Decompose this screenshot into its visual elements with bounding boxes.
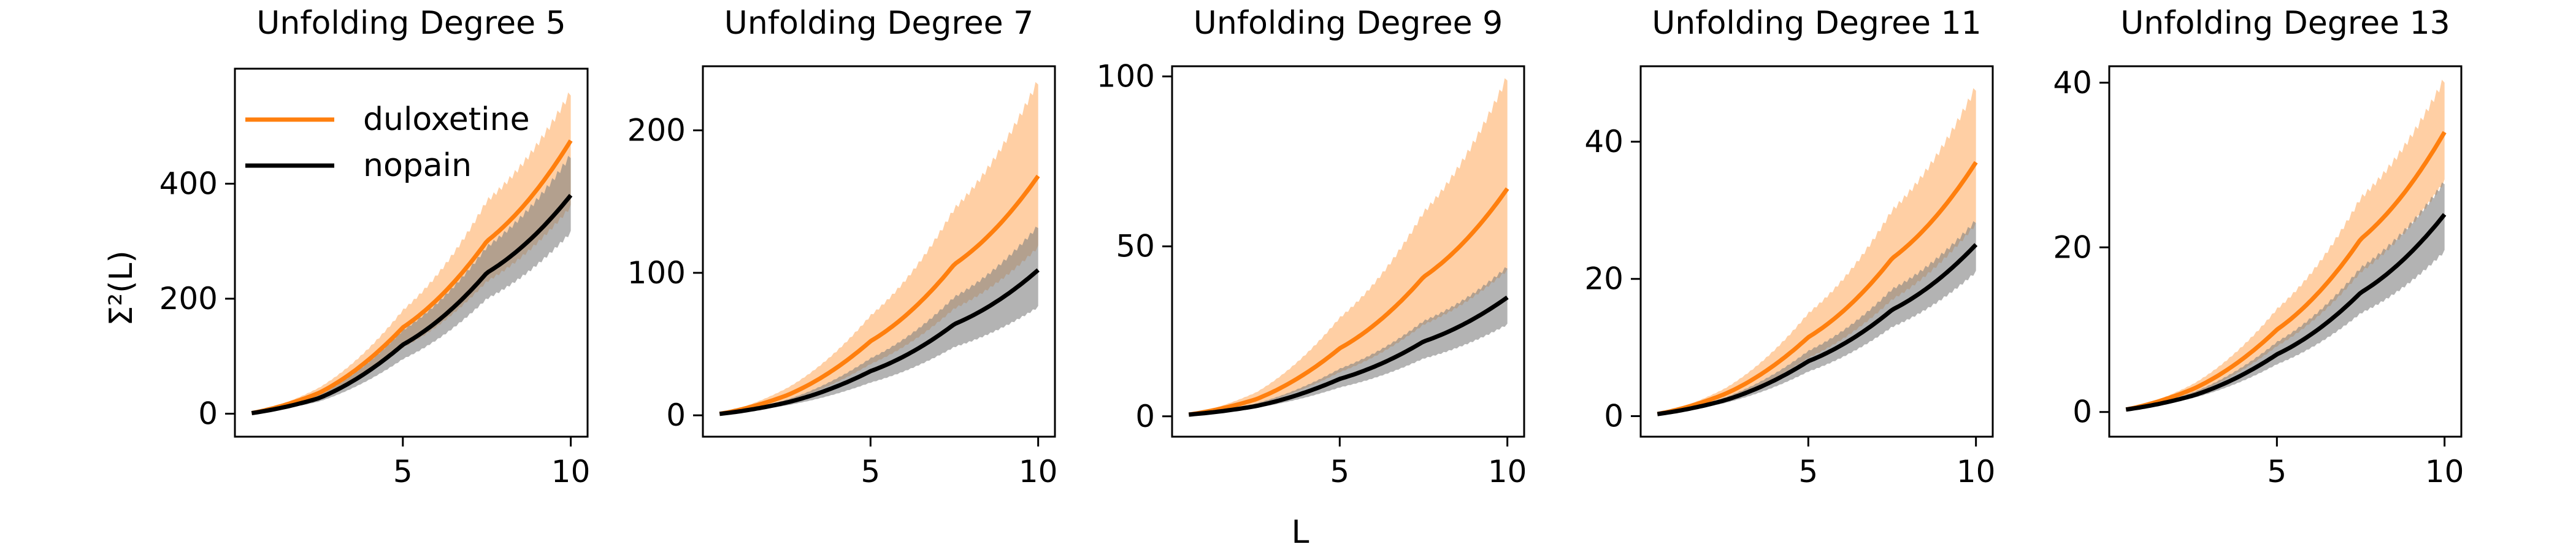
y-tick-label: 40 [1584, 124, 1623, 159]
panel-1: 5 10 0 200 400 Unfolding Degree 5 [159, 5, 591, 489]
panel-title: Unfolding Degree 9 [1194, 5, 1503, 42]
x-tick-label: 10 [1488, 454, 1527, 489]
duloxetine-line-panel-2 [719, 174, 1040, 416]
y-tick-label: 0 [2072, 394, 2092, 430]
axes-frame-panel-1 [234, 67, 589, 438]
nopain-line-panel-1 [251, 194, 573, 416]
y-tick-label: 100 [627, 255, 686, 291]
x-tick-label: 10 [551, 454, 591, 489]
x-axis-label: L [1292, 514, 1309, 551]
y-axis-label: Σ²(L) [103, 250, 140, 326]
panel-title: Unfolding Degree 5 [256, 5, 565, 42]
nopain-line-panel-2 [719, 268, 1040, 416]
y-tick-label: 20 [1584, 261, 1623, 297]
x-tick-label: 5 [1330, 454, 1349, 489]
legend-duloxetine-label: duloxetine [363, 101, 530, 138]
y-tick-label: 40 [2053, 65, 2092, 101]
axes-frame-panel-2 [702, 65, 1056, 438]
x-tick-label: 10 [2425, 454, 2464, 489]
duloxetine-line-panel-4 [1657, 161, 1978, 416]
axes-frame-panel-3 [1171, 65, 1525, 438]
y-tick-label: 400 [159, 166, 218, 202]
panel-title: Unfolding Degree 7 [724, 5, 1033, 42]
nopain-line-panel-5 [2125, 213, 2447, 412]
duloxetine-band-panel-3 [1189, 78, 1508, 415]
x-tick-label: 5 [393, 454, 413, 489]
panel-title: Unfolding Degree 13 [2120, 5, 2450, 42]
y-tick-label: 50 [1116, 229, 1155, 264]
panel-4: 5 10 0 20 40 Unfolding Degree 11 [1584, 5, 1995, 489]
y-tick-label: 0 [1135, 399, 1155, 434]
y-tick-label: 200 [627, 113, 686, 148]
x-tick-label: 5 [1798, 454, 1818, 489]
duloxetine-line-panel-5 [2125, 131, 2447, 412]
panel-5: 5 10 0 20 40 Unfolding Degree 13 [2053, 5, 2464, 489]
duloxetine-band-panel-5 [2126, 80, 2445, 410]
duloxetine-line-panel-3 [1188, 187, 1509, 417]
x-tick-label: 10 [1019, 454, 1058, 489]
x-tick-label: 5 [2267, 454, 2287, 489]
nopain-band-panel-2 [719, 226, 1038, 414]
y-tick-label: 20 [2053, 229, 2092, 265]
nopain-line-panel-3 [1188, 295, 1509, 417]
y-tick-label: 0 [666, 397, 686, 433]
legend-nopain-label: nopain [363, 147, 472, 184]
y-tick-label: 200 [159, 281, 218, 316]
nopain-line-panel-4 [1657, 243, 1978, 416]
x-tick-label: 10 [1957, 454, 1996, 489]
axes-frame-panel-5 [2108, 65, 2463, 438]
y-tick-label: 100 [1097, 59, 1155, 94]
nopain-band-panel-1 [251, 156, 571, 413]
nopain-band-panel-3 [1189, 267, 1508, 415]
x-tick-label: 5 [861, 454, 880, 489]
axes-frame-panel-4 [1639, 65, 1994, 438]
y-tick-label: 0 [198, 396, 218, 432]
panel-title: Unfolding Degree 11 [1652, 5, 1982, 42]
nopain-band-panel-5 [2126, 182, 2445, 410]
duloxetine-line-panel-1 [251, 139, 573, 416]
legend: duloxetine nopain [245, 101, 530, 184]
y-tick-label: 0 [1604, 398, 1623, 434]
